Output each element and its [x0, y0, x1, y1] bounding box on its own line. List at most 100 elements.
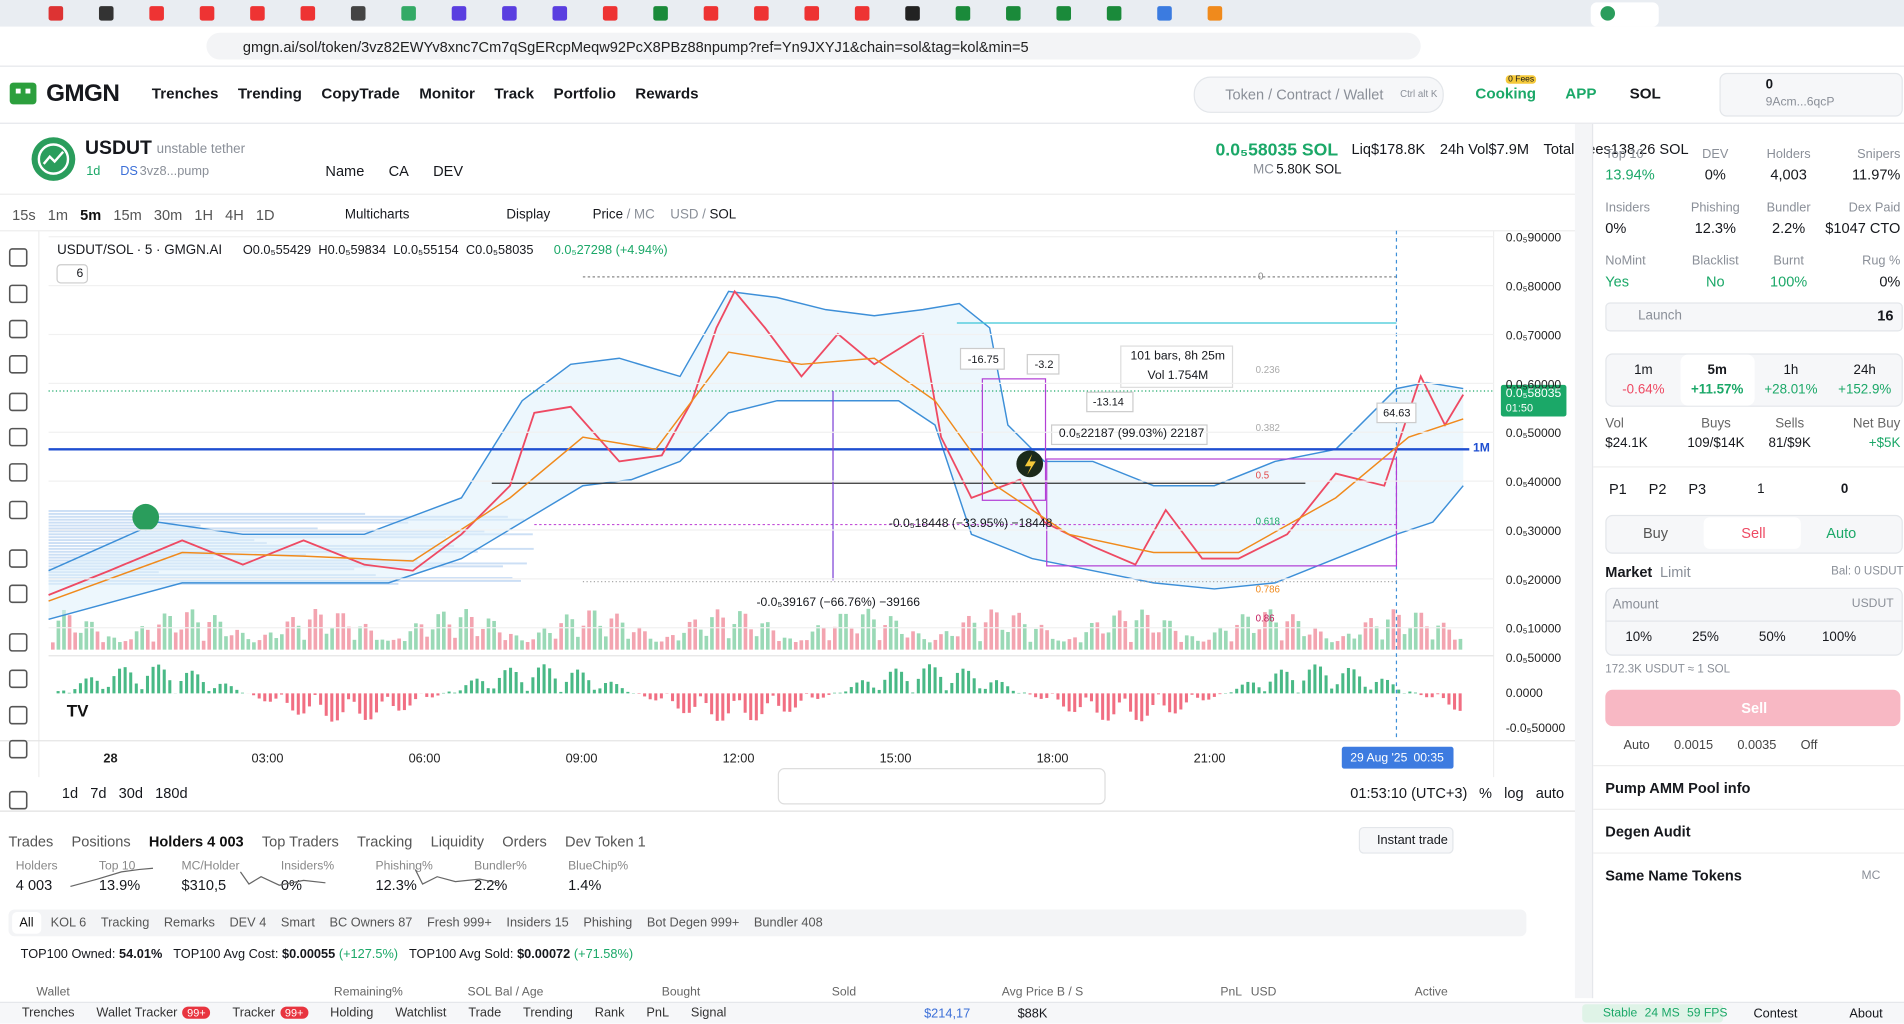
nav-item[interactable]: Trenches [151, 85, 219, 103]
filter-chip[interactable]: All [12, 911, 41, 934]
interval[interactable]: 4H [225, 206, 244, 223]
buy-tab[interactable]: Buy [1642, 524, 1669, 542]
trade-setting[interactable]: 0.0015 [1674, 738, 1714, 753]
footer-item[interactable]: Tracker 99+ [232, 1005, 309, 1020]
filter-chip[interactable]: Bot Degen 999+ [646, 915, 740, 931]
percent-btn[interactable]: 50% [1758, 630, 1786, 645]
contest[interactable]: Contest [1753, 1006, 1798, 1022]
footer-item[interactable]: Trade [468, 1005, 501, 1020]
bottom-tab[interactable]: Holders 4 003 [148, 833, 244, 851]
column-header[interactable]: PnL [1220, 986, 1242, 1000]
column-header[interactable]: USD [1250, 986, 1277, 1000]
filter-chip[interactable]: Fresh 999+ [426, 915, 492, 931]
preset[interactable]: P3 [1688, 480, 1707, 498]
column-header[interactable]: Active [1414, 986, 1448, 1000]
scale-option[interactable]: auto [1535, 784, 1565, 802]
nav-item[interactable]: Track [494, 85, 535, 103]
column-header[interactable]: SOL Bal / Age [467, 986, 544, 1000]
address-box[interactable] [206, 32, 1421, 60]
filter-chip[interactable]: Smart [280, 915, 315, 931]
bottom-tab[interactable]: Top Traders [261, 833, 339, 851]
indicator-count[interactable]: 6 [76, 267, 84, 281]
wallet-count[interactable]: 0 [1840, 482, 1849, 497]
section[interactable]: Same Name Tokens [1605, 867, 1742, 885]
nav-item[interactable]: Rewards [635, 85, 699, 103]
cooking[interactable]: Cooking [1475, 85, 1537, 103]
filter-chip[interactable]: KOL 6 [50, 915, 87, 931]
market-tab[interactable]: Market [1605, 563, 1653, 581]
column-header[interactable]: Bought [661, 986, 701, 1000]
bottom-tab[interactable]: Trades [8, 833, 54, 851]
price-mode[interactable]: Price / MC [592, 207, 655, 223]
bottom-tab[interactable]: Tracking [357, 833, 413, 851]
scale-option[interactable]: % [1479, 784, 1492, 802]
sell-button[interactable] [1605, 689, 1901, 727]
search-link[interactable]: CA [388, 162, 409, 180]
footer-item[interactable]: Trenches [22, 1005, 75, 1020]
app-link[interactable]: APP [1565, 85, 1597, 103]
filter-chip[interactable]: Phishing [583, 915, 633, 931]
change[interactable]: 1h +28.01% [1754, 355, 1828, 406]
nav-item[interactable]: Portfolio [553, 85, 616, 103]
chain-select[interactable]: SOL [1629, 85, 1661, 103]
ds-badge[interactable]: DS [120, 163, 138, 179]
change[interactable]: 5m +11.57% [1680, 354, 1755, 406]
filter-chip[interactable]: Remarks [163, 915, 215, 931]
bottom-tab[interactable]: Positions [71, 833, 131, 851]
nav-item[interactable]: CopyTrade [321, 85, 400, 103]
column-header[interactable]: Wallet [36, 986, 70, 1000]
trade-setting[interactable]: 0.0035 [1737, 738, 1777, 753]
interval[interactable]: 1D [256, 206, 275, 223]
search-link[interactable]: DEV [433, 162, 464, 180]
preset-count[interactable]: 1 [1757, 482, 1765, 497]
token-address[interactable]: 3vz8...pump [139, 163, 210, 179]
filter-chip[interactable]: Insiders 15 [506, 915, 569, 931]
change[interactable]: 1m -0.64% [1607, 355, 1681, 406]
interval[interactable]: 15s [12, 206, 36, 223]
trade-setting[interactable]: Off [1800, 738, 1818, 753]
column-header[interactable]: Sold [831, 986, 857, 1000]
range[interactable]: 1d [61, 784, 79, 802]
filter-chip[interactable]: BC Owners 87 [329, 915, 413, 931]
range[interactable]: 30d [118, 784, 143, 802]
search-link[interactable]: Name [325, 162, 365, 180]
amount-box[interactable] [1605, 587, 1903, 656]
interval[interactable]: 1m [48, 206, 68, 223]
auto-tab[interactable]: Auto [1826, 524, 1857, 542]
footer-item[interactable]: Signal [691, 1005, 726, 1020]
footer-item[interactable]: Holding [330, 1005, 373, 1020]
filter-chip[interactable]: DEV 4 [229, 915, 267, 931]
range[interactable]: 180d [155, 784, 188, 802]
multicharts[interactable]: Multicharts [344, 207, 410, 223]
bottom-tab[interactable]: Dev Token 1 [565, 833, 646, 851]
section[interactable]: Degen Audit [1605, 823, 1691, 841]
interval[interactable]: 1H [194, 206, 213, 223]
preset[interactable]: P1 [1608, 480, 1627, 498]
percent-btn[interactable]: 10% [1625, 630, 1653, 645]
nav-item[interactable]: Monitor [419, 85, 475, 103]
column-header[interactable]: Remaining% [333, 986, 403, 1000]
footer-item[interactable]: Wallet Tracker 99+ [96, 1005, 211, 1020]
mc-toggle[interactable]: MC [1861, 869, 1881, 883]
interval[interactable]: 5m [80, 206, 101, 223]
filter-chip[interactable]: Tracking [100, 915, 150, 931]
percent-btn[interactable]: 25% [1692, 630, 1719, 645]
interval[interactable]: 15m [113, 206, 141, 223]
bottom-tab[interactable]: Liquidity [430, 833, 485, 851]
preset[interactable]: P2 [1648, 480, 1667, 498]
about[interactable]: About [1849, 1006, 1883, 1022]
interval[interactable]: 30m [154, 206, 182, 223]
footer-item[interactable]: Rank [595, 1005, 625, 1020]
currency-mode[interactable]: USD / SOL [670, 207, 737, 223]
wallet-box[interactable] [1719, 72, 1903, 117]
footer-item[interactable]: Watchlist [395, 1005, 446, 1020]
trade-setting[interactable]: Auto [1623, 738, 1650, 753]
percent-btn[interactable]: 100% [1821, 630, 1857, 645]
column-header[interactable]: Avg Price B / S [1001, 986, 1084, 1000]
sell-tab[interactable]: Sell [1741, 524, 1766, 542]
change[interactable]: 24h +152.9% [1828, 355, 1902, 406]
range[interactable]: 7d [90, 784, 107, 802]
footer-item[interactable]: PnL [646, 1005, 669, 1020]
search-box[interactable] [1193, 76, 1444, 113]
instant-trade-btn[interactable] [1358, 826, 1454, 854]
